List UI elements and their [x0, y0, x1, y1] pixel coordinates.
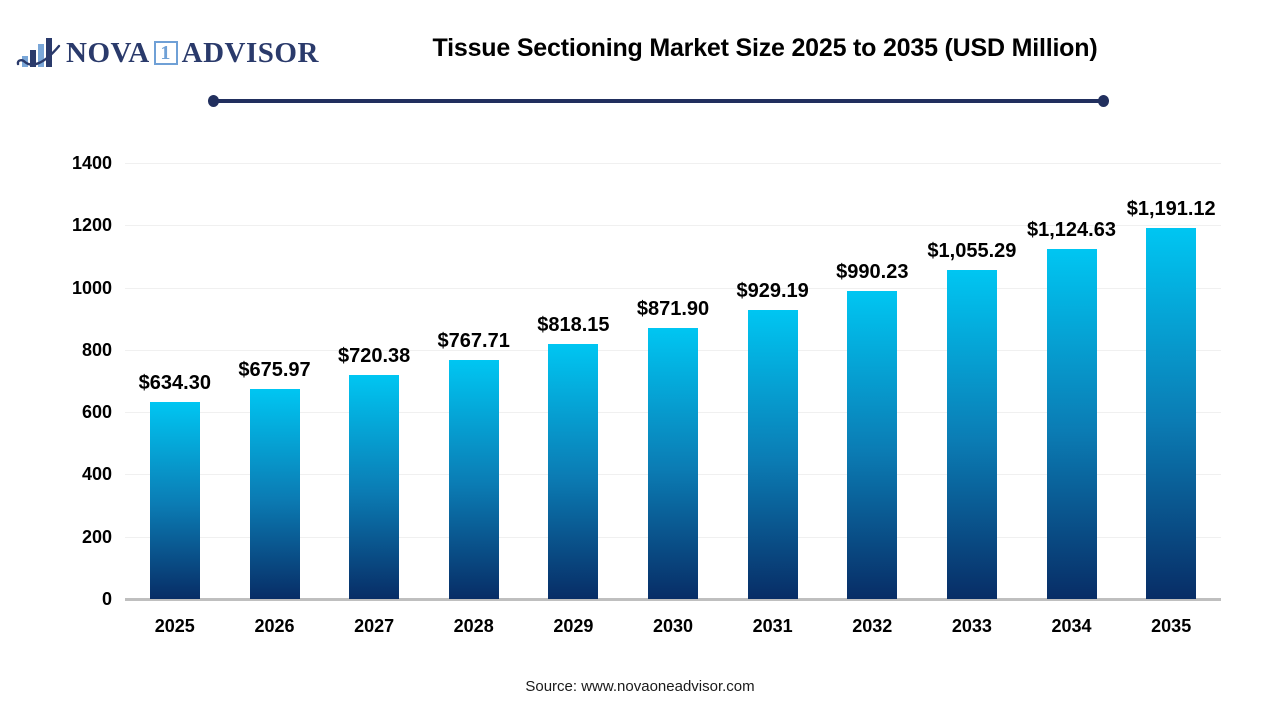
x-axis-label-2034: 2034	[1051, 616, 1092, 636]
bar-2026	[249, 388, 300, 599]
bar-2028	[448, 359, 499, 599]
bar-value-label-2035: $1,191.12	[1126, 198, 1216, 221]
bar-value-label-2027: $720.38	[337, 344, 411, 367]
brand-badge-1: 1	[153, 41, 178, 65]
bar-value-label-2025: $634.30	[138, 371, 211, 394]
x-axis-label-2027: 2027	[354, 616, 395, 636]
brand-part2: ADVISOR	[181, 36, 319, 69]
x-axis-label-2025: 2025	[154, 616, 195, 636]
nova-advisor-logo: NOVA 1 ADVISOR	[16, 32, 319, 74]
bar-value-label-2030: $871.90	[636, 297, 710, 320]
y-axis-tick-label-1400: 1400	[71, 153, 112, 173]
bar-2030	[648, 327, 698, 599]
bar-2033	[946, 270, 997, 599]
x-axis-label-2031: 2031	[752, 616, 793, 636]
y-axis-tick-label-600: 600	[81, 402, 112, 423]
bar-2034	[1046, 248, 1097, 599]
x-axis-line	[125, 598, 1221, 601]
bar-value-label-2028: $767.71	[437, 329, 510, 352]
x-axis-label-2026: 2026	[254, 616, 295, 636]
x-axis-label-2029: 2029	[553, 616, 594, 636]
gridline-1400	[125, 163, 1221, 164]
brand-part1: NOVA	[66, 36, 150, 69]
bar-value-label-2033: $1,055.29	[927, 240, 1017, 263]
gridline-1200	[125, 225, 1221, 227]
bar-2035	[1146, 228, 1197, 599]
bar-2027	[349, 374, 400, 599]
bar-value-label-2034: $1,124.63	[1027, 218, 1116, 241]
bar-value-label-2031: $929.19	[736, 279, 809, 302]
bar-2032	[847, 290, 898, 599]
x-axis-label-2033: 2033	[951, 616, 992, 636]
source-text: Source: www.novaoneadvisor.com	[525, 678, 755, 695]
chart-title: Tissue Sectioning Market Size 2025 to 20…	[432, 34, 1098, 62]
gridline-1000	[125, 287, 1221, 289]
bar-chart-swoosh-icon	[16, 38, 61, 67]
y-axis-tick-label-800: 800	[81, 339, 112, 360]
bar-2031	[747, 309, 798, 599]
bar-value-label-2029: $818.15	[537, 314, 610, 337]
x-axis-label-2035: 2035	[1151, 616, 1192, 636]
x-axis-label-2028: 2028	[453, 616, 494, 636]
y-axis-tick-label-400: 400	[81, 464, 112, 485]
brand-text: NOVA 1 ADVISOR	[66, 37, 319, 70]
y-axis-tick-label-0: 0	[101, 589, 112, 609]
x-axis-label-2032: 2032	[852, 616, 893, 636]
y-axis-tick-label-1200: 1200	[71, 215, 112, 236]
y-axis-tick-label-200: 200	[81, 526, 112, 547]
bar-2025	[149, 401, 200, 599]
bar-value-label-2026: $675.97	[238, 358, 311, 381]
bar-value-label-2032: $990.23	[836, 260, 909, 283]
title-underline	[208, 95, 1109, 107]
x-axis-label-2030: 2030	[652, 616, 694, 636]
y-axis-tick-label-1000: 1000	[71, 277, 112, 298]
bar-2029	[548, 344, 599, 599]
